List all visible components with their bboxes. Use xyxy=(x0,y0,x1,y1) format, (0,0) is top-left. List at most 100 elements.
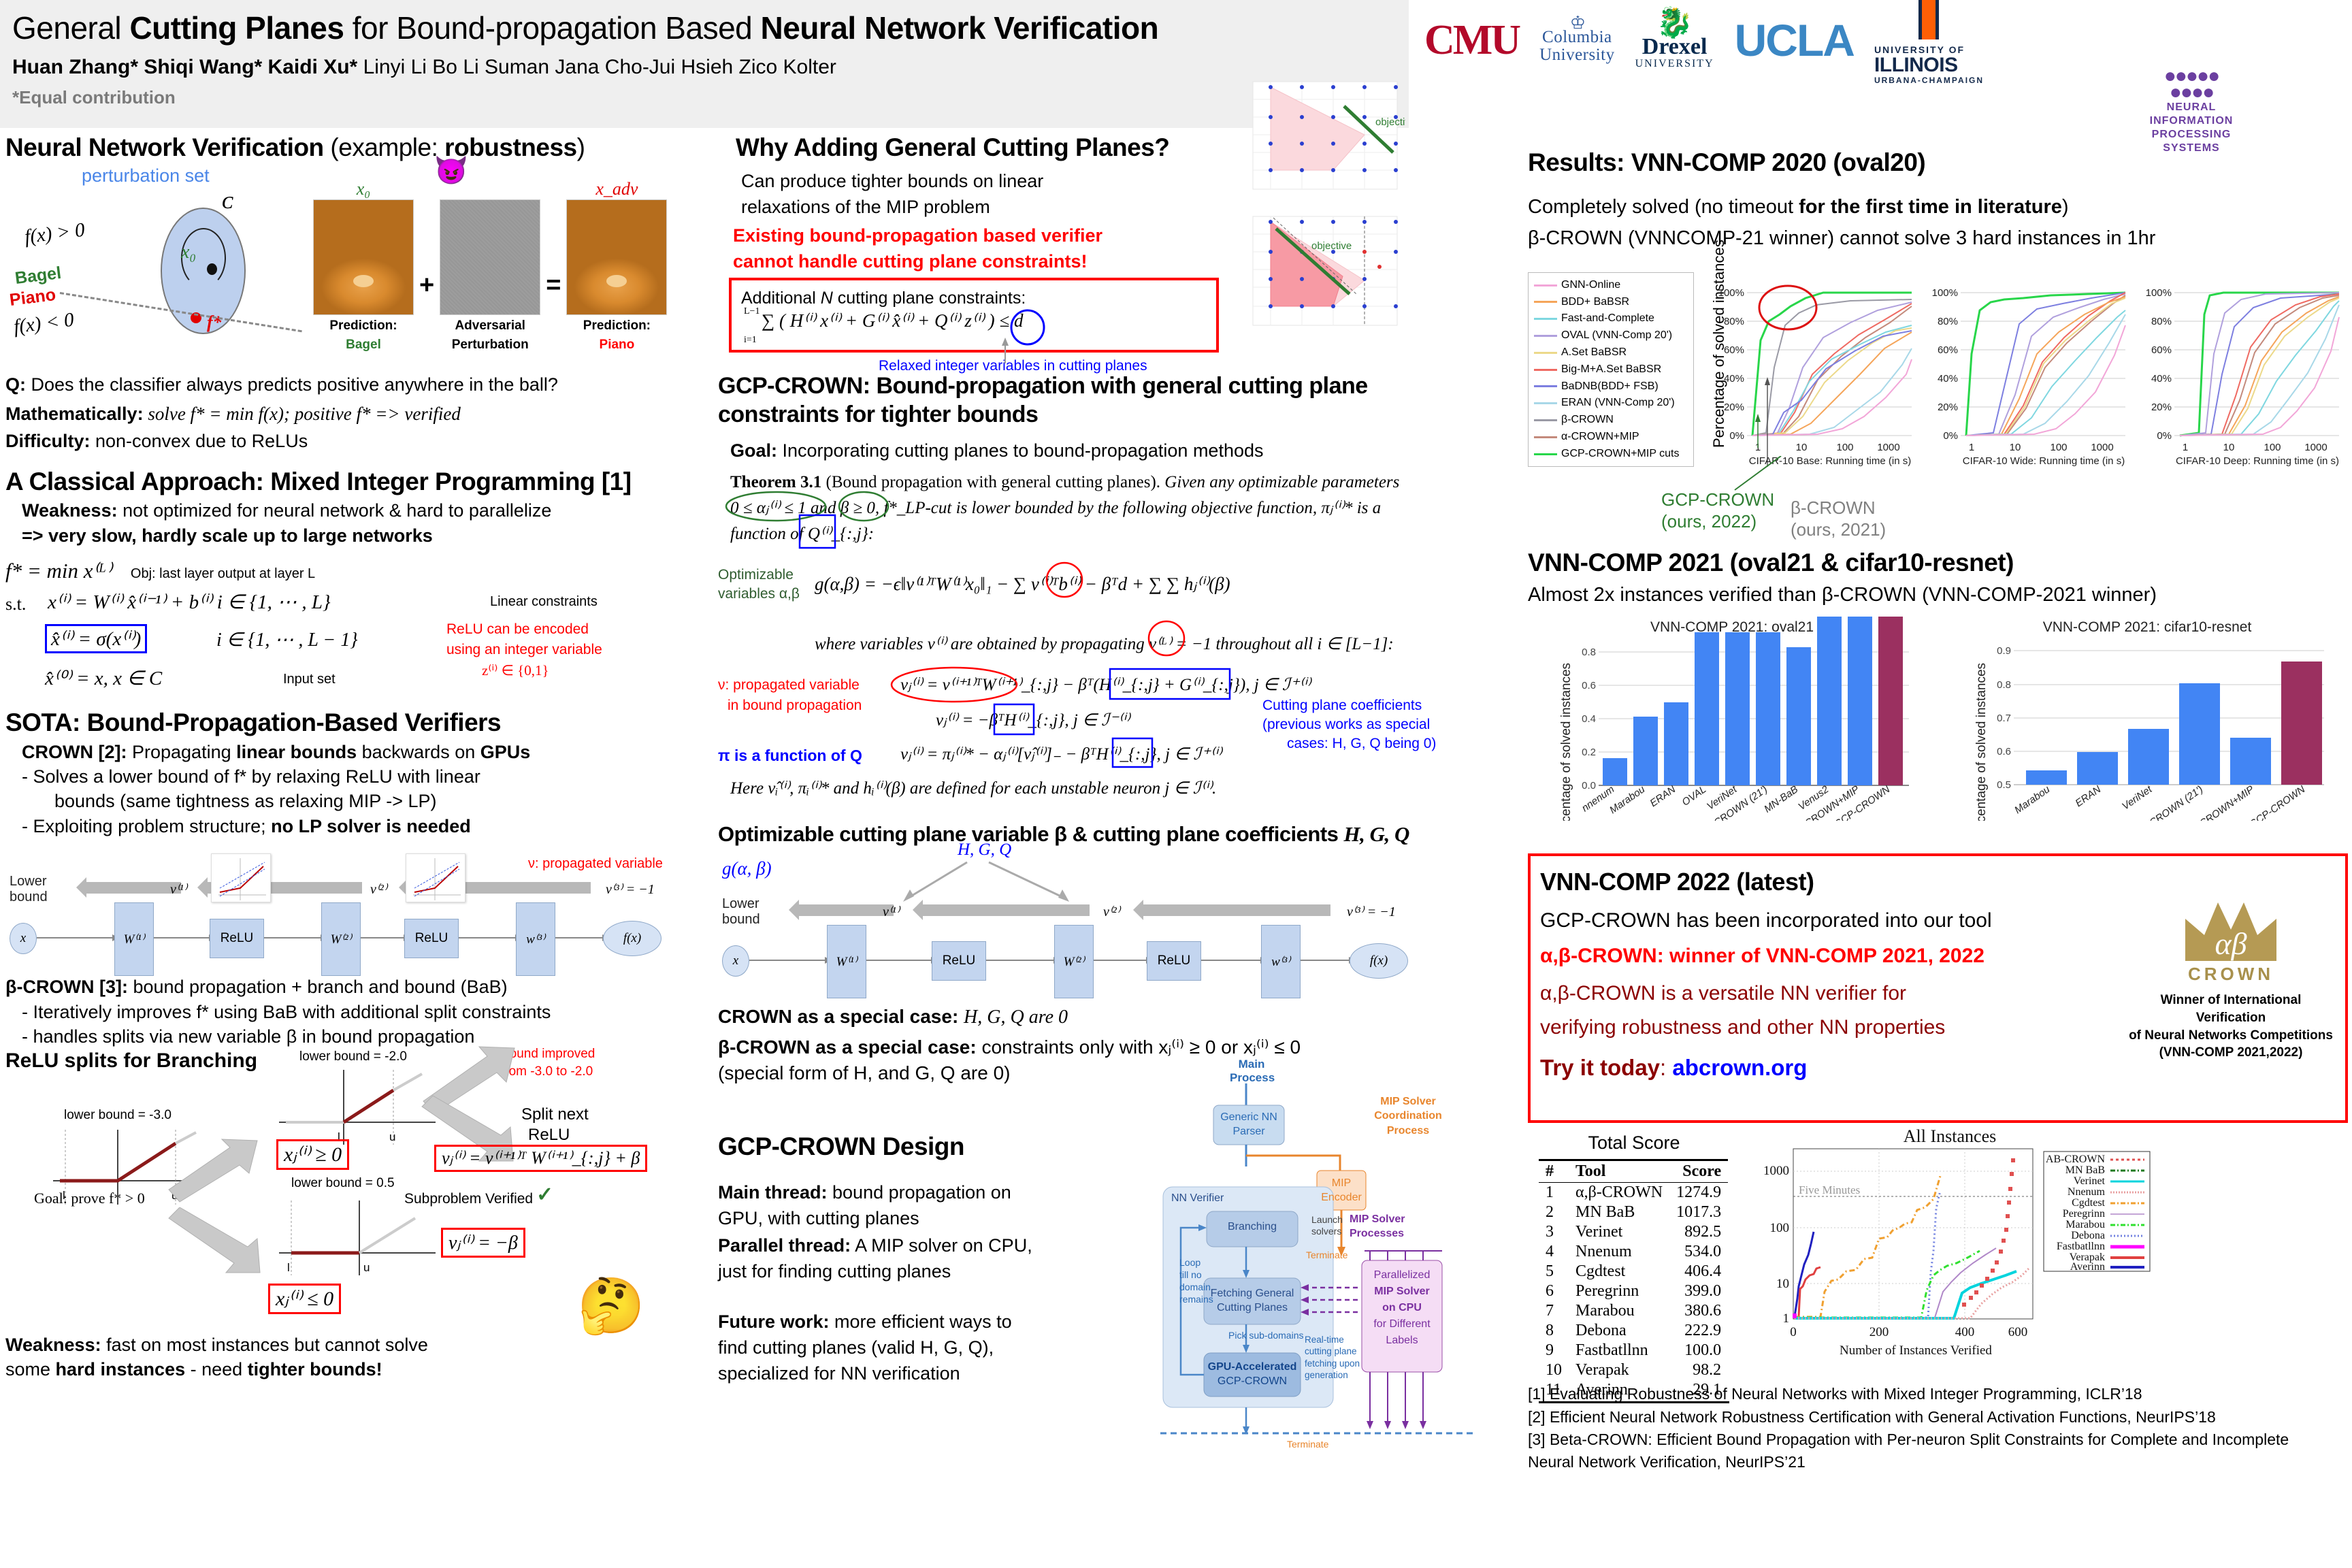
lb-05-label: lower bound = 0.5 xyxy=(291,1175,395,1190)
box-H-highlight-1 xyxy=(993,703,1035,735)
mip-constraint-1-note: Linear constraints xyxy=(490,594,598,610)
section-results-2020-title: Results: VNN-COMP 2020 (oval20) xyxy=(1528,148,1926,176)
mip-constraint-2: x̂⁽ⁱ⁾ = σ(x⁽ⁱ⁾) xyxy=(45,624,148,654)
gcp-network-diagram: g(α, β) H, G, Q Lower bound ν⁽¹⁾ ν⁽²⁾ ν⁽… xyxy=(718,840,1521,999)
all-instances-title: All Instances xyxy=(1904,1128,1996,1146)
set-c-label: ᴄ xyxy=(222,186,233,214)
table-row: 9 Fastbatllnn 100.0 xyxy=(1546,1341,1722,1360)
gcp-annot-line-icon xyxy=(1734,455,1782,491)
neurips-line1: NEURAL xyxy=(2166,101,2217,113)
table-row: 4 Nnenum 534.0 xyxy=(1546,1243,1722,1261)
section-gcp-crown-title: GCP-CROWN: Bound-propagation with genera… xyxy=(718,373,1368,399)
nd-conn-2 xyxy=(154,934,216,942)
main-thread-line-1: Main thread: bound propagation on xyxy=(718,1181,1011,1203)
svg-text:200: 200 xyxy=(1869,1325,1889,1339)
svg-text:MN-BaB: MN-BaB xyxy=(1762,784,1800,815)
total-score-title: Total Score xyxy=(1588,1132,1680,1154)
cp-box-title: Additional N cutting plane constraints: xyxy=(741,289,1026,308)
page-title: General Cutting Planes for Bound-propaga… xyxy=(12,10,1409,46)
circle-z-highlight xyxy=(1010,309,1045,346)
bagel-photo xyxy=(313,199,414,316)
flow-mip-solver-processes: MIP Solver Processes xyxy=(1350,1213,1405,1239)
flow-fetching-cutting-planes: Fetching General Cutting Planes xyxy=(1210,1287,1294,1314)
vnncomp2022-l4: verifying robustness and other NN proper… xyxy=(1540,1016,1946,1039)
svg-text:100%: 100% xyxy=(1718,287,1744,299)
svg-text:0.7: 0.7 xyxy=(1997,713,2011,724)
clean-caption-1: Prediction: xyxy=(329,318,397,333)
svg-text:Percentage of solved instances: Percentage of solved instances xyxy=(1559,663,1573,821)
results-2020-p2: β-CROWN (VNNCOMP-21 winner) cannot solve… xyxy=(1528,227,2156,249)
vnncomp2021-charts: VNN-COMP 2021: oval21 Percentage of solv… xyxy=(1528,617,2348,821)
svg-text:40%: 40% xyxy=(1724,373,1744,385)
svg-text:CIFAR-10 Wide: Running time (i: CIFAR-10 Wide: Running time (in s) xyxy=(1963,455,2125,467)
nu-prop-note-1: ν: propagated variable xyxy=(718,676,860,693)
legend-item: ERAN (VNN-Comp 20') xyxy=(1534,395,1688,412)
vnncomp2022-cta: Try it today: abcrown.org xyxy=(1540,1054,1808,1080)
vnncomp2022-box: VNN-COMP 2022 (latest) GCP-CROWN has bee… xyxy=(1528,853,2348,1124)
circle-nu-highlight-1 xyxy=(1045,561,1083,598)
svg-text:Marabou: Marabou xyxy=(1607,783,1648,816)
mip-weakness: Weakness: not optimized for neural netwo… xyxy=(22,500,552,521)
why-cp-p2b: cannot handle cutting plane constraints! xyxy=(733,251,1088,272)
svg-text:u: u xyxy=(363,1261,370,1274)
mip-constraint-1: x⁽ⁱ⁾ = W⁽ⁱ⁾ x̂⁽ⁱ⁻¹⁾ + b⁽ⁱ⁾ i ∈ {1, ⋯ , L… xyxy=(48,591,331,614)
oval21-bar-chart: VNN-COMP 2021: oval21 Percentage of solv… xyxy=(1559,617,1909,821)
crown-logo-icon: αβ xyxy=(2185,902,2276,962)
svg-text:u: u xyxy=(389,1130,395,1143)
perturbation-image-cell: Adversarial Perturbation xyxy=(440,179,541,353)
illinois-line1: UNIVERSITY OF xyxy=(1874,44,1965,55)
reference-2: [2] Efficient Neural Network Robustness … xyxy=(1528,1407,2216,1426)
box-nu-neg-beta: νⱼ⁽ⁱ⁾ = −β xyxy=(441,1227,525,1258)
robustness-figure: perturbation set ᴄ x₀ f* f(x) > 0 Bagel … xyxy=(5,156,713,370)
nd-conn-1 xyxy=(37,934,119,942)
svg-text:40%: 40% xyxy=(2151,373,2172,385)
nd2-conn-1 xyxy=(749,957,832,964)
svg-text:0%: 0% xyxy=(1729,430,1744,442)
question-line: Q: Does the classifier always predicts p… xyxy=(5,374,558,395)
flow-mip-coordination: MIP Solver Coordination Process xyxy=(1374,1095,1442,1137)
g-ab-label: g(α, β) xyxy=(722,858,772,879)
svg-text:40%: 40% xyxy=(1938,373,1958,385)
svg-text:1: 1 xyxy=(2183,442,2188,453)
vnncomp2021-subtitle: Almost 2x instances verified than β-CROW… xyxy=(1528,584,2157,606)
gcp-design-block: GCP-CROWN Design Main thread: bound prop… xyxy=(718,1058,1521,1466)
adv-caption-2: Piano xyxy=(599,338,635,353)
oval20-deep-chart: 100% 80% 60% 40% 20% 0% 1 10 100 1000 CIFAR-10 D… xyxy=(2146,287,2340,467)
legend-ab-crown: AB-CROWN xyxy=(2046,1154,2106,1165)
svg-text:1000: 1000 xyxy=(2091,442,2113,453)
adv-photo xyxy=(566,199,668,316)
column-1: Neural Network Verification (example: ro… xyxy=(5,133,713,1382)
flow-pick-subdomains: Pick sub-domains xyxy=(1228,1329,1304,1341)
crown-special-case: CROWN as a special case: H, G, Q are 0 xyxy=(718,1006,1068,1028)
svg-text:80%: 80% xyxy=(1938,316,1958,327)
title-part-3: for Bound-propagation Based xyxy=(344,10,761,46)
nd-relu-block-1: ReLU xyxy=(210,919,264,959)
nd-relu-block-2: ReLU xyxy=(404,919,459,959)
pi-function-note: π is a function of Q xyxy=(718,746,862,764)
flow-parallel-mip-solver: Parallelized MIP Solver on CPU for Differen… xyxy=(1373,1269,1431,1346)
oval20-wide-chart: 100% 80% 60% 40% 20% 0% 1 10 100 1000 CIFAR-10 W… xyxy=(1932,287,2126,467)
illinois-i-icon xyxy=(1918,0,1940,39)
svg-text:l: l xyxy=(287,1261,290,1274)
beta-crown-special-case-2: (special form of H, and G, Q are 0) xyxy=(718,1062,1011,1083)
crown-network-diagram: Lower bound ν⁽¹⁾ ν⁽²⁾ ν⁽³⁾ = −1 ν: propa… xyxy=(5,843,713,977)
check-icon: ✓ xyxy=(536,1183,554,1206)
column-2: Why Adding General Cutting Planes? Can p… xyxy=(718,81,1521,1466)
split-next-1: Split next xyxy=(521,1105,589,1124)
crown-bullet-2: - Exploiting problem structure; no LP so… xyxy=(22,815,471,836)
table-header-row: # Tool Score xyxy=(1539,1160,1729,1183)
cmu-logo: CMU xyxy=(1424,16,1521,63)
bagel-class-label: Bagel xyxy=(14,263,63,289)
illinois-logo: UNIVERSITY OF ILLINOIS URBANA-CHAMPAIGN xyxy=(1874,0,1984,84)
flow-realtime-note: Real-time cutting plane fetching upon gener… xyxy=(1305,1334,1360,1381)
nd2-arrow-3 xyxy=(1133,900,1330,921)
abcrown-link[interactable]: abcrown.org xyxy=(1672,1054,1808,1080)
all-instances-chart: All Instances Five Minutes 1000 100 10 1 0 2… xyxy=(1763,1128,2151,1358)
nd2-output-node: f(x) xyxy=(1350,943,1408,979)
nu-eq-2: νⱼ⁽ⁱ⁾ = −βᵀH⁽ⁱ⁾_{:,j}, j ∈ ℐ⁻⁽ⁱ⁾ xyxy=(936,710,1130,730)
ucla-logo: UCLA xyxy=(1734,15,1855,65)
relu-relaxation-plot-1 xyxy=(211,853,271,903)
svg-text:60%: 60% xyxy=(1938,344,1958,356)
flow-generic-parser: Generic NN Parser xyxy=(1220,1111,1277,1137)
svg-text:100: 100 xyxy=(1836,442,1853,453)
